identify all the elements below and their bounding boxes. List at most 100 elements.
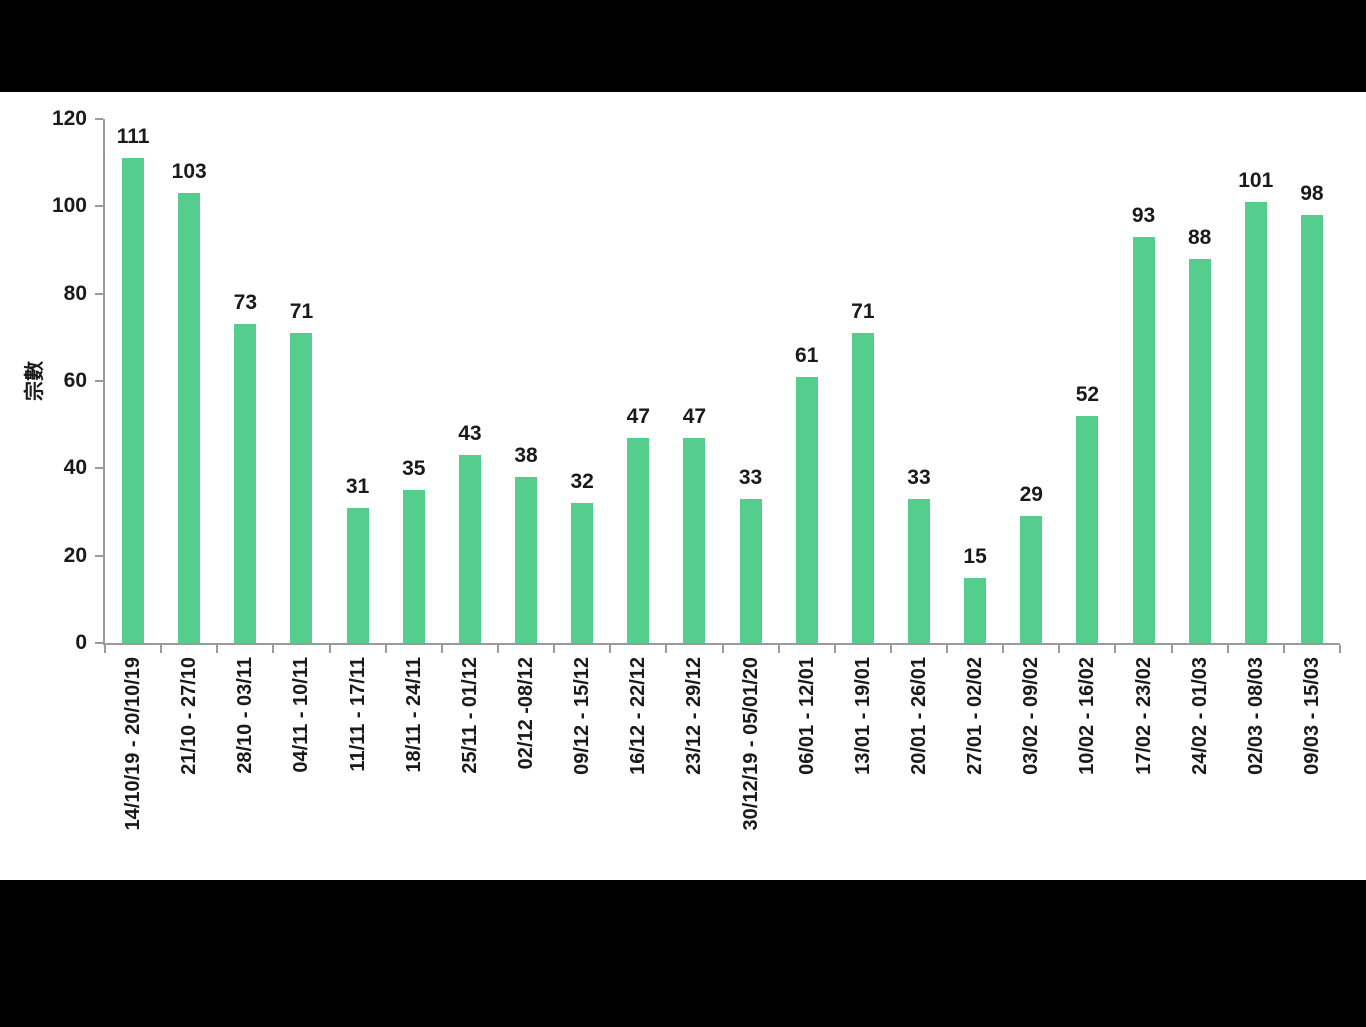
x-tick-label: 02/12 -08/12 <box>515 657 538 770</box>
x-axis-tick <box>440 645 443 653</box>
x-tick-label: 24/02 - 01/03 <box>1188 657 1211 775</box>
chart-canvas: 0 20 40 60 80 100 120 111 14/10/19 - 20/10/19 103… <box>0 92 1366 880</box>
y-axis-tick <box>95 554 103 557</box>
x-tick-label: 14/10/19 - 20/10/19 <box>122 657 145 831</box>
bar-value-label: 98 <box>1300 182 1324 206</box>
x-tick-label: 20/01 - 26/01 <box>907 657 930 775</box>
x-tick-label: 13/01 - 19/01 <box>851 657 874 775</box>
x-tick-label: 17/02 - 23/02 <box>1132 657 1155 775</box>
y-axis-tick <box>95 205 103 208</box>
x-tick-label: 18/11 - 24/11 <box>402 657 425 773</box>
letterbox-bottom <box>0 880 1366 1027</box>
x-axis-tick <box>946 645 949 653</box>
bar <box>795 376 818 643</box>
x-tick-label: 02/03 - 08/03 <box>1244 657 1267 775</box>
x-tick-label: 11/11 - 17/11 <box>346 657 369 772</box>
x-tick-label: 23/12 - 29/12 <box>683 657 706 775</box>
bar-value-label: 88 <box>1187 225 1212 249</box>
x-axis-tick <box>272 645 275 653</box>
y-axis-title: 宗數 <box>24 361 46 401</box>
x-axis-tick <box>1226 645 1229 653</box>
x-axis-tick <box>777 645 780 653</box>
bar <box>1076 415 1099 643</box>
x-axis-tick <box>1114 645 1117 653</box>
bar <box>178 193 201 643</box>
bar <box>458 455 481 643</box>
x-axis-tick <box>496 645 499 653</box>
x-tick-label: 09/12 - 15/12 <box>571 657 594 775</box>
y-tick-label: 120 <box>51 107 87 130</box>
bar-value-label: 35 <box>402 457 426 481</box>
bar-value-label: 33 <box>907 465 931 489</box>
x-tick-label: 21/10 - 27/10 <box>178 657 201 775</box>
y-axis-tick <box>95 292 103 295</box>
y-tick-label: 20 <box>63 543 87 567</box>
x-tick-label: 10/02 - 16/02 <box>1076 657 1099 775</box>
bar-value-label: 71 <box>851 299 875 323</box>
y-axis-tick <box>95 642 103 644</box>
x-tick-label: 06/01 - 12/01 <box>795 657 818 775</box>
x-tick-label: 27/01 - 02/02 <box>964 657 987 775</box>
bar <box>1132 236 1155 643</box>
x-axis-tick <box>833 645 836 653</box>
bar-value-label: 47 <box>626 404 650 428</box>
bar-value-label: 52 <box>1075 382 1100 406</box>
bar-value-label: 103 <box>171 160 207 184</box>
x-axis-tick <box>104 645 106 653</box>
x-axis-tick <box>1058 645 1061 653</box>
bar <box>1300 215 1323 643</box>
bar-value-label: 33 <box>738 465 763 489</box>
y-tick-label: 0 <box>75 631 87 654</box>
x-axis-tick <box>1282 645 1285 653</box>
bar-value-label: 43 <box>458 422 482 446</box>
x-axis-tick <box>1002 645 1005 653</box>
bar-value-label: 47 <box>682 404 707 428</box>
x-axis-tick <box>889 645 892 653</box>
bar <box>1188 258 1211 643</box>
bar-value-label: 31 <box>345 474 370 498</box>
x-tick-label: 09/03 - 15/03 <box>1300 657 1323 775</box>
bar <box>907 498 930 643</box>
bar <box>290 332 313 643</box>
y-tick-label: 40 <box>63 456 87 480</box>
x-axis-tick <box>1170 645 1173 653</box>
x-tick-label: 04/11 - 10/11 <box>290 657 313 773</box>
x-axis-tick <box>553 645 556 653</box>
y-tick-label: 80 <box>63 281 87 305</box>
y-axis-line <box>103 119 105 643</box>
bar <box>346 507 369 643</box>
x-tick-label: 25/11 - 01/12 <box>458 657 481 774</box>
x-axis-tick <box>328 645 331 653</box>
x-axis-tick <box>160 645 163 653</box>
x-axis-line <box>103 643 1340 645</box>
bar-value-label: 29 <box>1019 483 1043 507</box>
x-axis-tick <box>216 645 219 653</box>
x-tick-label: 30/12/19 - 05/01/20 <box>739 657 762 831</box>
bar <box>234 324 257 643</box>
bar <box>1244 201 1267 643</box>
bar <box>402 490 425 643</box>
y-axis-tick <box>95 467 103 470</box>
x-tick-label: 28/10 - 03/11 <box>234 657 257 774</box>
bar-value-label: 15 <box>963 544 987 568</box>
bar <box>571 503 594 643</box>
x-axis-tick <box>665 645 668 653</box>
x-axis-tick <box>609 645 612 653</box>
bar-value-label: 73 <box>233 291 257 315</box>
bar-value-label: 71 <box>289 299 314 323</box>
y-axis-tick <box>95 380 103 382</box>
x-axis-tick <box>384 645 387 653</box>
y-tick-label: 60 <box>63 369 87 392</box>
bar-value-label: 93 <box>1131 203 1156 227</box>
bar <box>122 158 145 643</box>
bar <box>683 437 706 643</box>
bar <box>739 498 762 643</box>
bar <box>1020 516 1043 643</box>
bar-value-label: 32 <box>570 470 594 494</box>
bar <box>515 477 538 643</box>
bar-value-label: 61 <box>795 343 819 367</box>
bar-value-label: 38 <box>514 444 538 468</box>
letterbox-top <box>0 0 1366 92</box>
x-tick-label: 03/02 - 09/02 <box>1020 657 1043 775</box>
x-axis-tick <box>721 645 724 653</box>
